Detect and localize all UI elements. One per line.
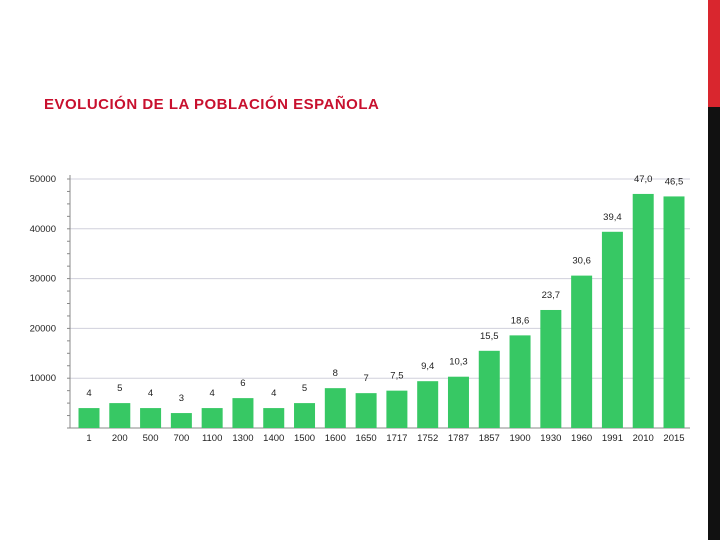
x-tick-label-1900: 1900 <box>509 433 530 444</box>
x-tick-label-1100: 1100 <box>202 433 222 444</box>
y-tick-label: 40000 <box>30 224 56 235</box>
bar-1400 <box>263 408 285 428</box>
x-tick-label-2010: 2010 <box>633 433 654 444</box>
bar-700 <box>170 413 192 428</box>
data-label-500: 4 <box>148 388 153 399</box>
x-tick-label-1500: 1500 <box>294 433 315 444</box>
x-tick-label-2015: 2015 <box>663 433 684 444</box>
x-tick-label-1991: 1991 <box>602 433 623 444</box>
x-tick-label-1: 1 <box>86 433 91 444</box>
data-label-1100: 4 <box>210 388 215 399</box>
bar-1930 <box>540 309 562 428</box>
data-label-1300: 6 <box>240 378 245 389</box>
data-label-1: 4 <box>86 388 91 399</box>
data-label-1400: 4 <box>271 388 276 399</box>
bar-2015 <box>663 196 685 428</box>
x-tick-label-1857: 1857 <box>479 433 500 444</box>
bar-1787 <box>447 376 469 428</box>
bar-1717 <box>386 390 408 428</box>
y-tick-label: 50000 <box>30 174 56 185</box>
bar-500 <box>140 408 162 428</box>
data-label-1960: 30,6 <box>572 256 591 267</box>
accent-bar-black <box>708 107 720 540</box>
accent-bar-red <box>708 0 720 107</box>
x-tick-label-200: 200 <box>112 433 128 444</box>
data-label-1717: 7,5 <box>390 371 403 382</box>
bar-1960 <box>571 275 593 428</box>
bar-2010 <box>632 193 654 428</box>
bar-1900 <box>509 335 531 428</box>
data-label-1991: 39,4 <box>603 212 622 223</box>
x-tick-label-1960: 1960 <box>571 433 592 444</box>
x-tick-label-1600: 1600 <box>325 433 346 444</box>
slide-title: EVOLUCIÓN DE LA POBLACIÓN ESPAÑOLA <box>44 96 380 113</box>
bar-200 <box>109 403 131 428</box>
data-label-1600: 8 <box>333 368 338 379</box>
data-label-1500: 5 <box>302 383 307 394</box>
x-tick-label-1752: 1752 <box>417 433 438 444</box>
data-label-1930: 23,7 <box>542 290 561 301</box>
data-label-200: 5 <box>117 383 122 394</box>
data-label-1900: 18,6 <box>511 315 530 326</box>
x-tick-label-1717: 1717 <box>386 433 407 444</box>
x-tick-label-1650: 1650 <box>356 433 377 444</box>
bar-1100 <box>201 408 223 428</box>
data-label-1857: 15,5 <box>480 331 499 342</box>
y-tick-label: 30000 <box>30 274 56 285</box>
x-tick-label-1787: 1787 <box>448 433 469 444</box>
x-tick-label-500: 500 <box>143 433 159 444</box>
x-tick-label-700: 700 <box>173 433 189 444</box>
bar-1991 <box>601 231 623 428</box>
data-label-1787: 10,3 <box>449 357 468 368</box>
bar-1300 <box>232 398 254 428</box>
data-label-700: 3 <box>179 393 184 404</box>
data-label-2015: 46,5 <box>665 176 684 187</box>
bar-1 <box>78 408 100 428</box>
y-tick-label: 20000 <box>30 323 56 334</box>
x-tick-label-1400: 1400 <box>263 433 284 444</box>
data-label-1650: 7 <box>363 373 368 384</box>
y-tick-label: 10000 <box>30 373 56 384</box>
x-tick-label-1300: 1300 <box>232 433 253 444</box>
bar-1500 <box>294 403 316 428</box>
bar-1600 <box>324 388 346 428</box>
data-label-2010: 47,0 <box>634 174 653 185</box>
bar-1650 <box>355 393 377 428</box>
bar-1752 <box>417 381 439 428</box>
data-label-1752: 9,4 <box>421 361 434 372</box>
bar-1857 <box>478 350 500 428</box>
x-tick-label-1930: 1930 <box>540 433 561 444</box>
